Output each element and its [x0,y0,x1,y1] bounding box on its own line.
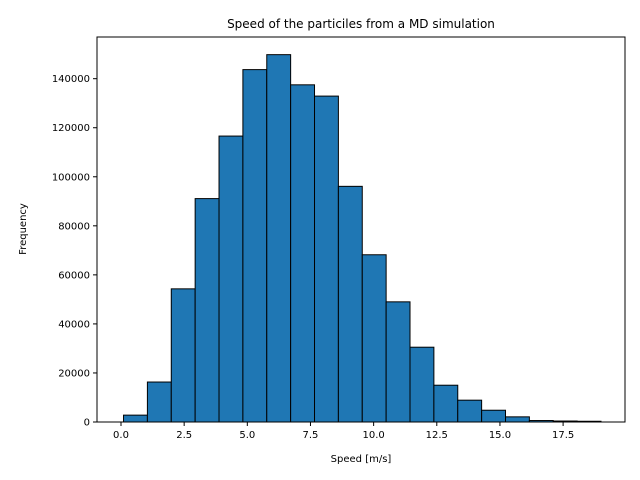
histogram-bar [433,384,459,423]
plot-frame [96,36,626,423]
y-axis-label: Frequency [18,203,29,255]
y-tick-label: 60000 [58,270,90,281]
y-tick-label: 120000 [52,123,90,134]
histogram-bar [290,84,316,423]
chart-title: Speed of the particiles from a MD simula… [227,17,495,31]
y-tick-label: 140000 [52,74,90,85]
histogram-bar [242,69,268,423]
x-tick-label: 12.5 [426,430,448,441]
histogram-bar [481,409,507,423]
histogram-bar [194,198,220,423]
histogram-bar [409,346,435,423]
x-tick-label: 10.0 [362,430,384,441]
x-tick-label: 7.5 [303,430,319,441]
y-tick-label: 20000 [58,368,90,379]
histogram-bar [146,381,172,423]
y-tick-label: 80000 [58,221,90,232]
histogram-bar [123,414,148,423]
histogram-bar [218,135,244,423]
x-axis-ticks: 0.0 2.5 5.0 7.5 10.0 12.5 15.0 17.5 [113,422,574,441]
histogram-bar [385,301,411,423]
x-tick-label: 0.0 [113,430,129,441]
x-tick-label: 5.0 [239,430,255,441]
histogram-bar [457,399,483,423]
histogram-bar [505,416,530,423]
x-tick-label: 17.5 [552,430,574,441]
x-axis-label: Speed [m/s] [331,454,392,465]
y-tick-label: 100000 [52,172,90,183]
histogram-bar [314,95,339,423]
histogram-bar [170,288,196,423]
histogram-bar [337,185,363,423]
histogram-bar [266,54,292,423]
histogram-bar [361,254,387,423]
x-tick-label: 15.0 [489,430,511,441]
y-tick-label: 40000 [58,319,90,330]
bars-group [123,54,602,423]
x-tick-label: 2.5 [176,430,192,441]
y-axis-ticks: 0 20000 40000 60000 80000 100000 120000 140000 [52,74,97,429]
y-tick-label: 0 [84,418,90,429]
